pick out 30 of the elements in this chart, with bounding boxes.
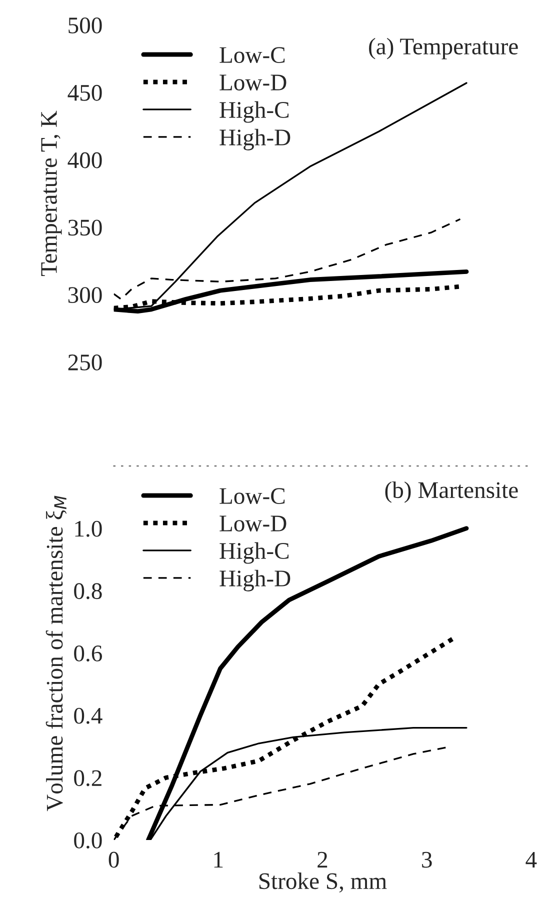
y-axis-title: Volume fraction of martensite ξ$_{M}$	[46, 496, 67, 812]
y-tick-label: 250	[68, 354, 102, 370]
y-tick-label: 300	[68, 287, 102, 304]
y-tick-label: 400	[68, 152, 102, 168]
y-tick-label: 0.8	[74, 583, 102, 600]
y-tick-label: 450	[68, 84, 102, 101]
legend-label: High-C	[220, 542, 289, 564]
x-tick-label: 4	[526, 852, 537, 868]
x-tick-label: 3	[422, 852, 432, 868]
legend-label: High-C	[220, 101, 289, 123]
legend-label: High-D	[220, 128, 290, 150]
x-tick-label: 0	[108, 852, 119, 868]
legend-label: Low-D	[220, 516, 286, 532]
annotation: (a) Temperature	[369, 38, 518, 60]
legend-label: Low-C	[220, 488, 285, 504]
y-tick-label: 350	[68, 220, 102, 236]
y-tick-label: 0.4	[74, 708, 102, 724]
y-tick-label: 0.0	[74, 832, 102, 849]
x-axis-title: Stroke S, mm	[259, 872, 387, 893]
x-tick-label: 1	[214, 852, 223, 868]
y-tick-label: 0.6	[74, 645, 102, 662]
legend-label: Low-C	[220, 47, 285, 64]
legend-label: High-D	[220, 570, 290, 592]
y-tick-label: 500	[68, 17, 102, 34]
x-tick-label: 2	[318, 852, 328, 868]
y-tick-label: 1.0	[75, 520, 102, 537]
y-tick-label: 0.2	[74, 770, 102, 786]
legend-label: Low-D	[220, 74, 286, 90]
annotation: (b) Martensite	[385, 481, 518, 503]
y-axis-title: Temperature T, K	[41, 110, 62, 276]
